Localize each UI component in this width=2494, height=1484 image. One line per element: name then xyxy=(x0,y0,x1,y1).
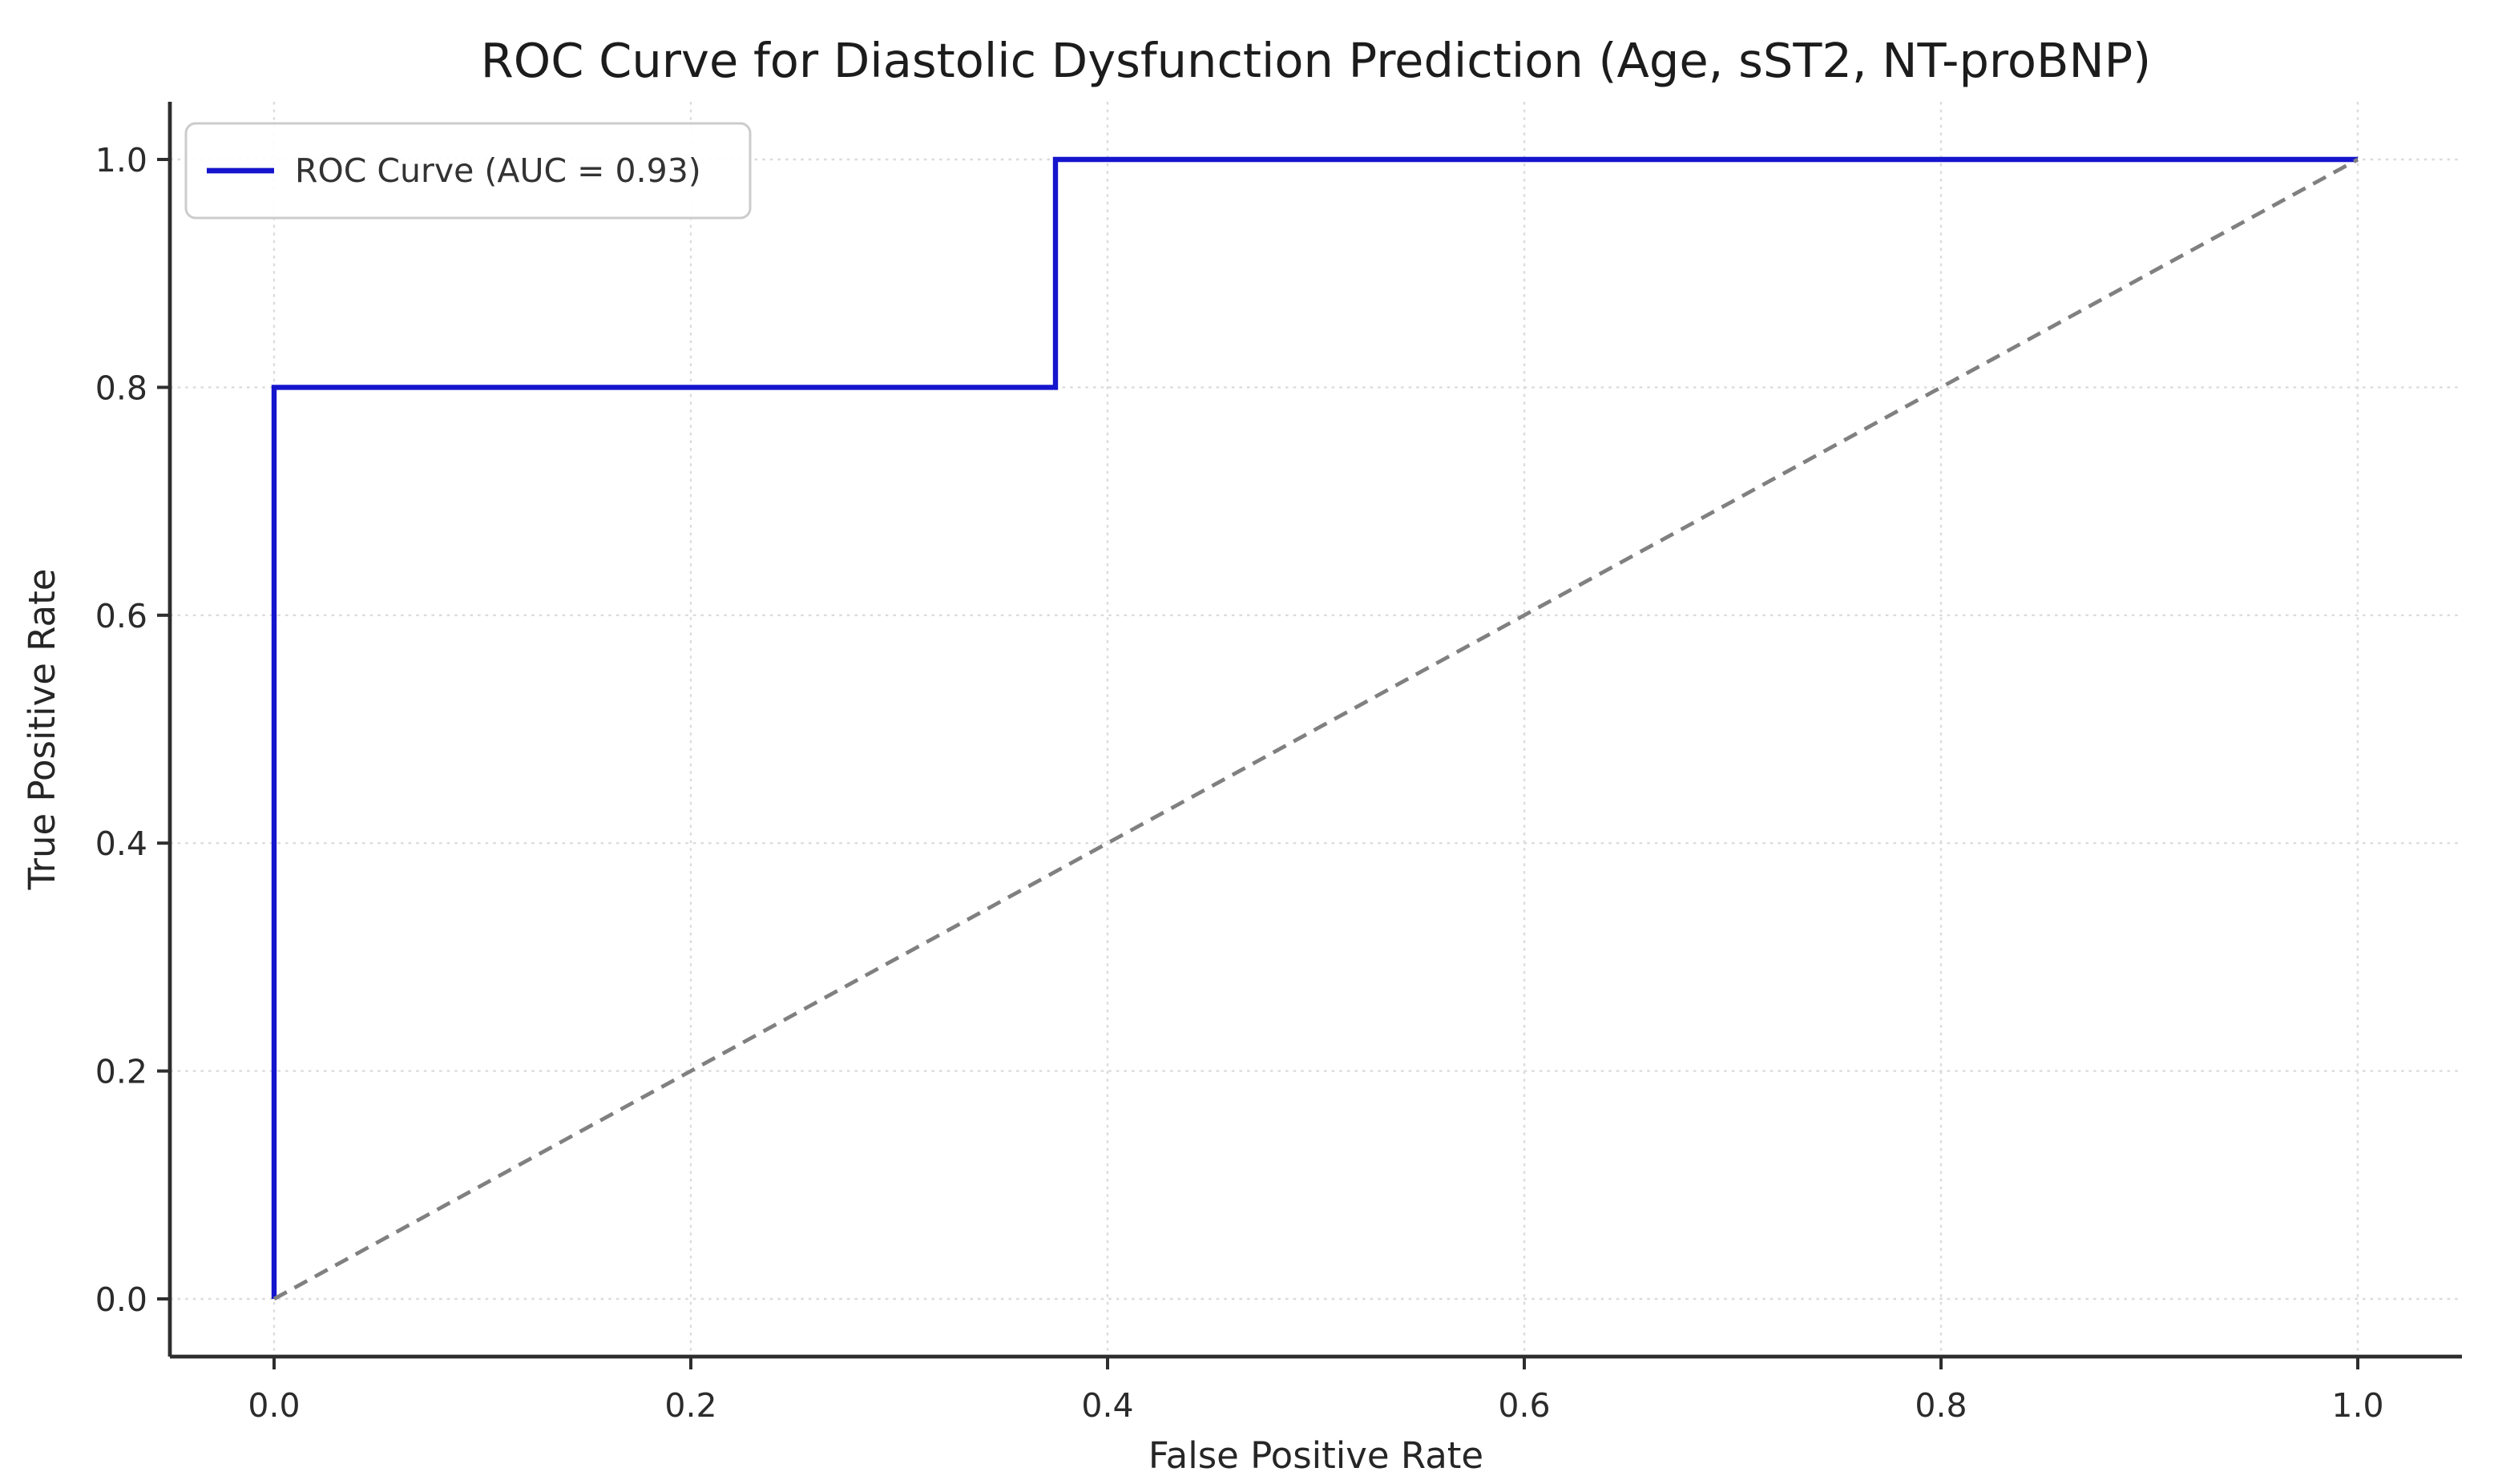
y-axis-label: True Positive Rate xyxy=(21,569,63,891)
x-tick-label: 0.2 xyxy=(664,1386,716,1425)
y-tick-label: 0.6 xyxy=(95,597,147,635)
legend-box xyxy=(184,122,752,220)
legend: ROC Curve (AUC = 0.93) xyxy=(184,122,752,220)
x-tick-label: 0.6 xyxy=(1498,1386,1550,1425)
y-tick-label: 0.4 xyxy=(95,825,147,863)
chance-diagonal-line xyxy=(272,157,2359,1301)
series-layer xyxy=(271,156,2359,1301)
x-axis-label: False Positive Rate xyxy=(1148,1434,1483,1477)
y-tick-label: 1.0 xyxy=(95,141,147,179)
x-tick-label: 1.0 xyxy=(2331,1386,2383,1425)
axes-spines xyxy=(167,102,2462,1359)
tick-layer: 0.0 0.2 0.4 0.6 0.8 1.0 0.0 0.2 0.4 0.6 0.8 1.0 xyxy=(95,141,2384,1425)
legend-label: ROC Curve (AUC = 0.93) xyxy=(295,151,701,190)
x-tick-label: 0.8 xyxy=(1915,1386,1967,1425)
roc-curve-line xyxy=(271,156,2358,1299)
y-tick-label: 0.0 xyxy=(95,1280,147,1319)
chart-title: ROC Curve for Diastolic Dysfunction Pred… xyxy=(481,33,2151,88)
y-tick-label: 0.8 xyxy=(95,369,147,407)
x-tick-label: 0.0 xyxy=(248,1386,300,1425)
y-tick-label: 0.2 xyxy=(95,1053,147,1091)
x-tick-label: 0.4 xyxy=(1081,1386,1133,1425)
